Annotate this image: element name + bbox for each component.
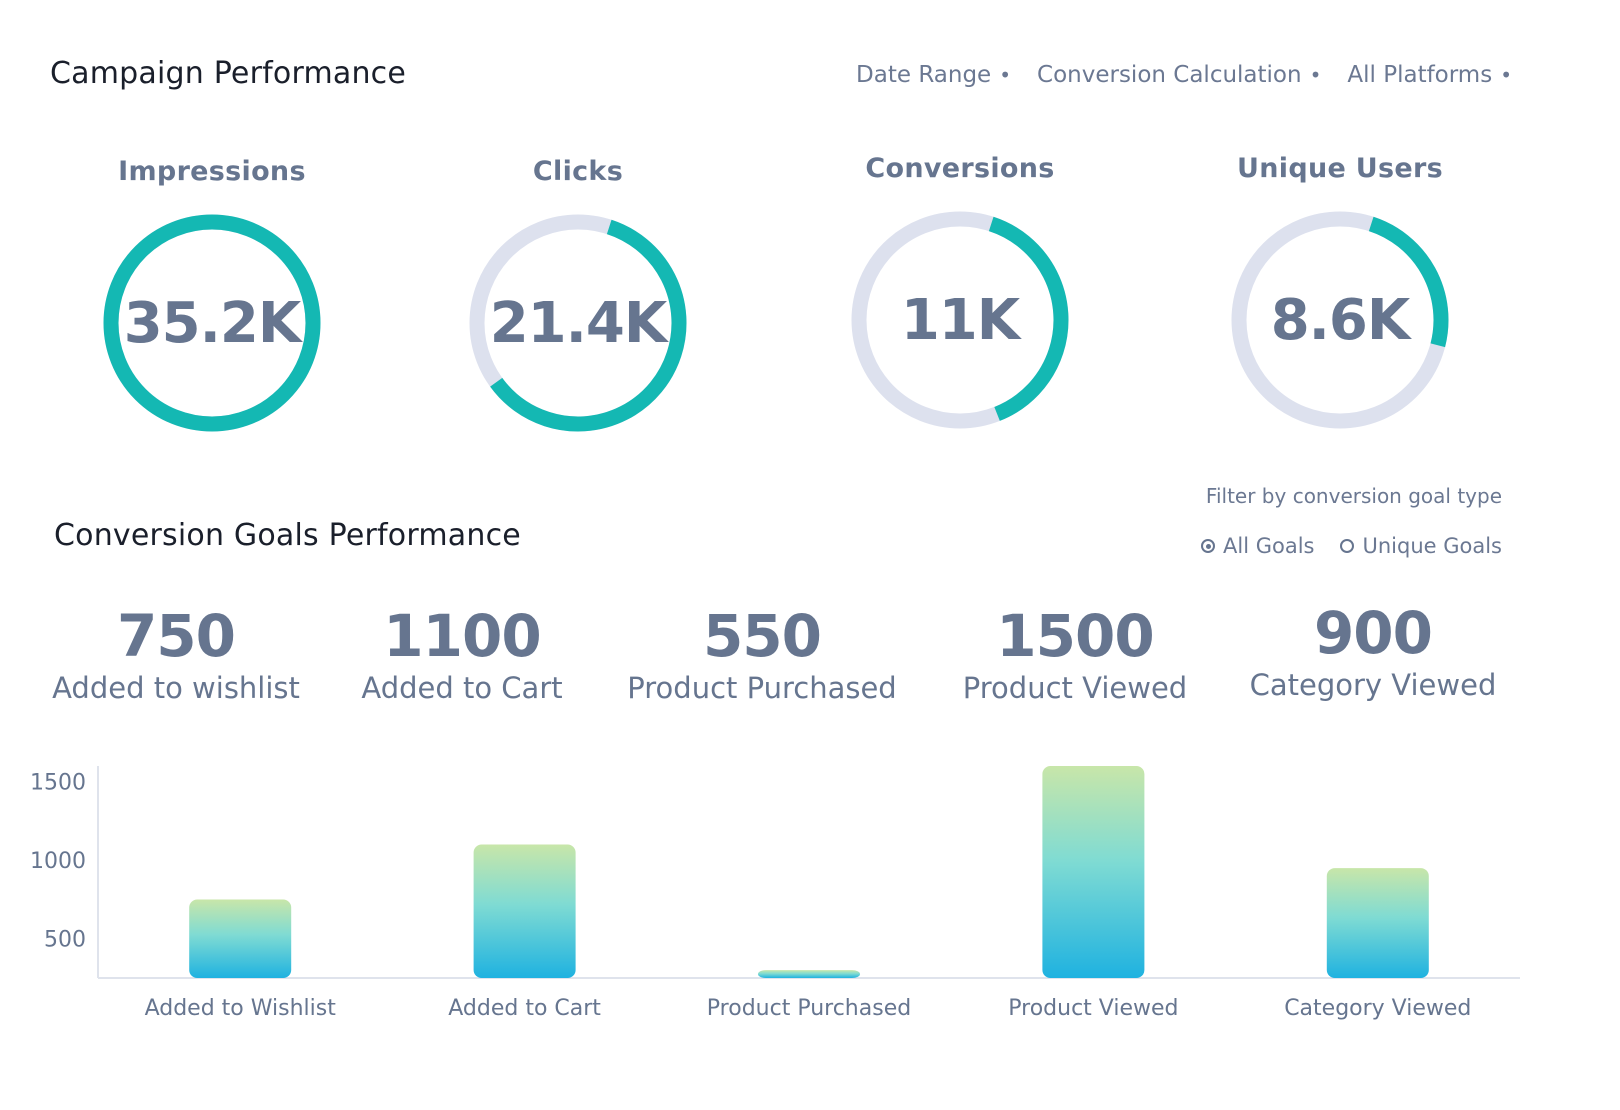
radio-selected-icon[interactable] — [1201, 539, 1215, 553]
progress-ring: 21.4K — [460, 205, 696, 441]
goal-stat-category: 900 Category Viewed — [1203, 603, 1543, 702]
goal-stat-label: Product Viewed — [962, 670, 1188, 705]
conversion-calculation-label: Conversion Calculation — [1037, 62, 1302, 88]
filter-bar: Date Range • Conversion Calculation • Al… — [856, 62, 1512, 88]
ring-progress-arc — [103, 214, 321, 432]
goal-stat-purchased: 550 Product Purchased — [592, 606, 932, 705]
bar — [758, 970, 860, 978]
date-range-filter[interactable]: Date Range • — [856, 62, 1011, 88]
y-tick-label: 1000 — [30, 849, 86, 874]
progress-ring: 35.2K — [94, 205, 330, 441]
goal-stat-viewed: 1500 Product Viewed — [905, 606, 1245, 705]
goal-filter-title: Filter by conversion goal type — [1205, 484, 1502, 508]
goal-type-radio-group: All Goals Unique Goals — [1201, 534, 1502, 558]
metric-unique-users: Unique Users 8.6K — [1180, 153, 1500, 438]
section-title: Conversion Goals Performance — [54, 518, 521, 553]
x-tick-label: Product Viewed — [1008, 996, 1178, 1021]
x-tick-label: Product Purchased — [707, 996, 911, 1021]
goal-stat-value: 900 — [1313, 599, 1433, 667]
metric-value: 8.6K — [1270, 287, 1411, 353]
dropdown-dot-icon: • — [1500, 63, 1512, 87]
x-tick-label: Added to Cart — [448, 996, 601, 1021]
goal-stat-value: 1500 — [996, 602, 1154, 670]
goal-stat-cart: 1100 Added to Cart — [292, 606, 632, 705]
metric-impressions: Impressions 35.2K — [52, 156, 372, 441]
goal-stat-label: Added to wishlist — [52, 670, 300, 705]
goal-stat-value: 550 — [702, 602, 822, 670]
radio-all-goals[interactable]: All Goals — [1201, 534, 1314, 558]
goal-stat-label: Added to Cart — [361, 670, 563, 705]
progress-ring: 11K — [842, 202, 1078, 438]
page-title: Campaign Performance — [50, 56, 407, 91]
progress-ring: 8.6K — [1222, 202, 1458, 438]
goal-stat-label: Product Purchased — [627, 670, 897, 705]
goals-bar-chart: 500 1000 1500 Added to Wishlist Added to Car… — [30, 766, 1520, 1021]
x-tick-label: Category Viewed — [1284, 996, 1471, 1021]
metric-value: 21.4K — [489, 290, 668, 356]
bar — [1042, 766, 1145, 978]
metric-clicks: Clicks 21.4K — [418, 156, 738, 441]
goal-stat-label: Category Viewed — [1249, 667, 1497, 702]
date-range-label: Date Range — [856, 62, 992, 88]
x-tick-label: Added to Wishlist — [145, 996, 337, 1021]
bar — [189, 899, 292, 978]
metric-value: 35.2K — [123, 290, 302, 356]
radio-unique-goals[interactable]: Unique Goals — [1340, 534, 1502, 558]
radio-label: All Goals — [1223, 534, 1315, 558]
metric-value: 11K — [900, 287, 1020, 353]
conversion-calculation-filter[interactable]: Conversion Calculation • — [1037, 62, 1321, 88]
y-tick-label: 1500 — [30, 771, 86, 796]
bar — [473, 844, 576, 978]
y-tick-label: 500 — [44, 928, 86, 953]
platforms-filter[interactable]: All Platforms • — [1347, 62, 1512, 88]
metric-conversions: Conversions 11K — [800, 153, 1120, 438]
bar — [1326, 868, 1429, 978]
goal-stat-value: 1100 — [383, 602, 541, 670]
goal-stat-wishlist: 750 Added to wishlist — [6, 606, 346, 705]
metric-label: Clicks — [532, 156, 624, 187]
metric-label: Unique Users — [1237, 153, 1443, 184]
metric-label: Impressions — [118, 156, 306, 187]
dropdown-dot-icon: • — [999, 63, 1012, 87]
radio-unselected-icon[interactable] — [1340, 539, 1355, 553]
platforms-label: All Platforms — [1347, 62, 1493, 88]
metric-label: Conversions — [865, 153, 1055, 184]
dropdown-dot-icon: • — [1309, 63, 1322, 87]
radio-label: Unique Goals — [1362, 534, 1502, 558]
goal-stat-value: 750 — [116, 602, 236, 670]
